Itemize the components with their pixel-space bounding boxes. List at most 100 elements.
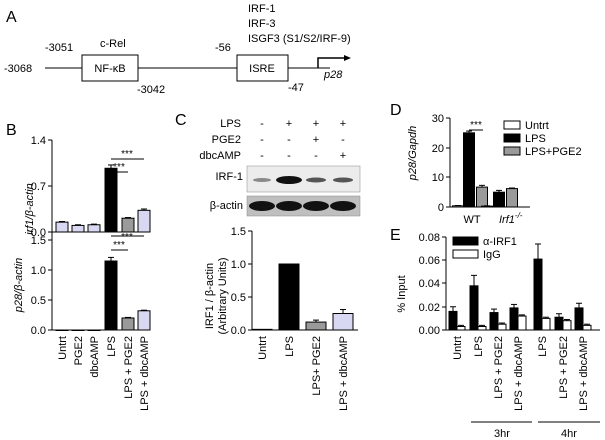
bar — [55, 329, 69, 331]
legend-label: Untrt — [525, 120, 549, 132]
c-tick-label: 1.0 — [231, 259, 246, 271]
panel-letter-e: E — [390, 227, 401, 244]
blot-sign: + — [313, 134, 319, 146]
x-tick-label: LPS — [537, 336, 549, 357]
band-label-actin: β-actin — [210, 200, 243, 212]
b-top-tick-label: 0.0 — [31, 227, 46, 239]
b-bottom-tick-label: 1.5 — [31, 235, 46, 247]
blot-sign: + — [313, 118, 319, 130]
x-tick-label: PGE2 — [73, 336, 85, 365]
b-top-tick-label: 1.4 — [31, 135, 46, 147]
isre-box — [236, 54, 289, 82]
sig-stars: *** — [113, 240, 125, 251]
blot-sign: + — [340, 150, 346, 162]
x-tick-label: LPS + dbcAMP — [338, 336, 350, 411]
band — [276, 176, 302, 184]
legend-swatch-untrt — [503, 120, 521, 130]
d-tick-label: 10 — [432, 172, 444, 184]
sig-stars: *** — [121, 232, 133, 243]
x-tick-label: LPS + dbcAMP — [139, 336, 151, 411]
band — [276, 201, 302, 211]
bar — [121, 317, 135, 331]
x-tick-label: LPS + PGE2 — [558, 336, 570, 399]
panel-d: D p28/Gapdh 30 20 10 0 *** WT Irf1-/- Un… — [390, 102, 582, 226]
blot-sign: + — [286, 118, 292, 130]
x-tick-label: LPS+ PGE2 — [311, 336, 323, 396]
band — [253, 178, 271, 182]
blot-signs: - + + + - - + - - - - + — [260, 118, 346, 162]
bar — [251, 328, 273, 331]
panel-letter-a: A — [6, 9, 17, 26]
b-x-labels: Untrt PGE2 dbcAMP LPS LPS + PGE2 LPS + dbcAMP — [57, 336, 151, 411]
pos-isre-left: -56 — [215, 42, 231, 54]
x-tick-label: LPS + PGE2 — [123, 336, 135, 399]
nfkb-box — [81, 54, 139, 82]
blot-sign: - — [260, 134, 264, 146]
legend-swatch-irf1 — [452, 236, 479, 246]
e-x-labels: Untrt LPS LPS + PGE2 LPS + dbcAMP LPS LPS + P… — [452, 336, 590, 411]
bar — [87, 224, 101, 233]
d-tick-label: 0 — [438, 202, 444, 214]
b-top-plot: irf1/β-actin 1.4 0.7 0.0 *** *** — [24, 135, 151, 239]
d-group-irf1: Irf1-/- — [499, 211, 523, 226]
c-x-labels: Untrt LPS LPS+ PGE2 LPS + dbcAMP — [257, 336, 350, 411]
bar — [456, 326, 466, 331]
e-tick-label: 0.06 — [419, 255, 440, 267]
bar — [506, 188, 518, 208]
c-ylabel2: (Arbitrary Units) — [217, 257, 229, 334]
blot-sign: - — [287, 134, 291, 146]
legend-swatch-igg — [452, 249, 479, 259]
legend-label: IgG — [483, 249, 501, 261]
e-bars — [448, 243, 592, 331]
blot-sign: - — [260, 118, 264, 130]
c-ylabel: IRF1 / β-actin — [204, 263, 216, 329]
legend-swatch-lps-pge2 — [503, 146, 521, 156]
band — [330, 201, 356, 211]
bar — [489, 312, 499, 331]
blot-sign: - — [314, 150, 318, 162]
d-tick-label: 30 — [432, 113, 444, 125]
blot-row-label: dbcAMP — [199, 150, 241, 162]
bar — [517, 315, 527, 331]
pos-nfkb-left: -3051 — [45, 42, 73, 54]
sig-stars: *** — [113, 162, 125, 173]
c-tick-label: 0.5 — [231, 292, 246, 304]
b-bottom-ylabel: p28/β-actin — [13, 258, 25, 314]
bar — [71, 329, 85, 331]
bar — [137, 310, 151, 331]
bar — [104, 167, 118, 233]
time-label: 3hr — [494, 428, 510, 440]
blot-sign: - — [287, 150, 291, 162]
x-tick-label: Untrt — [257, 336, 269, 360]
label-c-rel: c-Rel — [100, 38, 126, 50]
bar — [55, 221, 69, 233]
bar — [554, 316, 564, 331]
b-top-tick-label: 0.7 — [31, 181, 46, 193]
blot-row-label: PGE2 — [212, 134, 241, 146]
bar — [332, 313, 354, 331]
panel-letter-d: D — [390, 102, 402, 119]
bar — [463, 132, 475, 208]
pos-isre-right: -47 — [288, 82, 304, 94]
legend-swatch-lps — [503, 133, 521, 143]
band — [303, 201, 329, 211]
arrow-head-icon — [344, 55, 351, 61]
bar — [305, 321, 327, 331]
x-tick-label: Untrt — [452, 336, 464, 360]
x-tick-label: LPS — [473, 336, 485, 357]
bar — [493, 191, 505, 208]
legend-label: LPS+PGE2 — [525, 146, 582, 158]
c-plot: IRF1 / β-actin (Arbitrary Units) 1.5 1.0… — [204, 226, 358, 411]
bar — [278, 263, 300, 331]
e-tick-label: 0.04 — [419, 278, 440, 290]
bar — [574, 307, 584, 331]
label-isgf3: ISGF3 (S1/S2/IRF-9) — [248, 33, 351, 45]
bar — [582, 324, 592, 331]
b-bottom-tick-label: 0.0 — [31, 325, 46, 337]
time-label: 4hr — [561, 428, 577, 440]
x-tick-label: LPS + PGE2 — [493, 336, 505, 399]
panel-c: C LPS PGE2 dbcAMP - + + + - - + - - - - + IRF-1 β-a… — [175, 112, 361, 411]
band-label-irf1: IRF-1 — [216, 171, 244, 183]
d-ylabel: p28/Gapdh — [407, 126, 419, 181]
panel-a: A IRF-1 IRF-3 ISGF3 (S1/S2/IRF-9) c-Rel … — [4, 3, 351, 96]
